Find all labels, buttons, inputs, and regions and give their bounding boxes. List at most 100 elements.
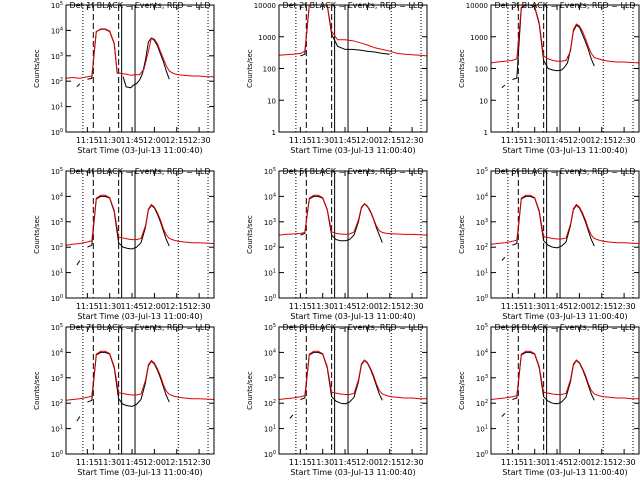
- y-tick-label: 105: [51, 323, 63, 332]
- y-tick-label: 102: [264, 399, 276, 408]
- y-axis-label: Counts/sec: [458, 215, 466, 254]
- y-axis-label: Counts/sec: [33, 215, 41, 254]
- y-tick-label: 103: [264, 218, 276, 227]
- x-tick-label: 11:30: [523, 302, 546, 311]
- y-tick-label: 101: [51, 269, 63, 278]
- x-tick-label: 11:45: [546, 136, 569, 145]
- x-tick-label: 11:45: [121, 458, 144, 467]
- y-tick-label: 104: [51, 348, 63, 357]
- y-tick-label: 101: [476, 269, 488, 278]
- x-tick-label: 11:45: [546, 458, 569, 467]
- y-tick-label: 101: [476, 425, 488, 434]
- x-tick-label: 12:00: [143, 458, 166, 467]
- x-tick-label: 11:45: [121, 302, 144, 311]
- plot-frame: [65, 170, 215, 299]
- plot-frame: [278, 4, 428, 133]
- plot-frame: [278, 170, 428, 299]
- plot-frame: [278, 326, 428, 455]
- x-tick-label: 11:15: [501, 302, 524, 311]
- y-tick-label: 105: [476, 167, 488, 176]
- x-tick-label: 12:15: [378, 136, 401, 145]
- plot-frame: [65, 4, 215, 133]
- y-tick-label: 104: [264, 192, 276, 201]
- y-tick-label: 105: [51, 167, 63, 176]
- events-line: [76, 195, 170, 266]
- x-tick-label: 12:00: [568, 136, 591, 145]
- y-tick-label: 100: [263, 66, 276, 74]
- x-tick-label: 12:00: [143, 302, 166, 311]
- x-axis-label: Start Time (03-Jul-13 11:00:40): [502, 146, 627, 155]
- events-line: [501, 351, 595, 417]
- x-tick-label: 12:00: [568, 302, 591, 311]
- x-tick-label: 11:15: [289, 136, 312, 145]
- lld-line: [491, 350, 639, 400]
- panel-title: Det 6f BLACK = Events, RED = LLD: [494, 167, 635, 176]
- lld-line: [491, 5, 639, 64]
- x-tick-label: 12:30: [401, 458, 424, 467]
- y-tick-label: 100: [51, 450, 63, 459]
- y-tick-label: 10: [267, 97, 276, 105]
- y-tick-label: 105: [264, 167, 276, 176]
- x-tick-label: 11:30: [311, 458, 334, 467]
- x-tick-label: 11:15: [289, 302, 312, 311]
- x-tick-label: 12:30: [401, 136, 424, 145]
- plot-frame: [65, 326, 215, 455]
- panel-title: Det 5f BLACK = Events, RED = LLD: [282, 167, 423, 176]
- x-axis-label: Start Time (03-Jul-13 11:00:40): [77, 468, 202, 477]
- y-tick-label: 102: [476, 399, 488, 408]
- x-tick-label: 12:30: [188, 136, 211, 145]
- events-line: [76, 28, 170, 89]
- x-tick-label: 12:15: [590, 302, 613, 311]
- y-tick-label: 102: [51, 399, 63, 408]
- y-tick-label: 1000: [470, 34, 488, 42]
- y-tick-label: 103: [51, 374, 63, 383]
- lld-line: [66, 194, 214, 246]
- x-tick-label: 12:00: [356, 136, 379, 145]
- x-tick-label: 12:15: [165, 136, 188, 145]
- x-tick-label: 11:30: [98, 136, 121, 145]
- panel-det-9f: 11:15 11:30 11:45 12:00 12:15 12:30 100 101 102 1…: [458, 323, 640, 477]
- x-tick-label: 11:45: [334, 136, 357, 145]
- x-tick-label: 12:30: [188, 458, 211, 467]
- y-tick-label: 102: [264, 243, 276, 252]
- y-axis-label: Counts/sec: [458, 371, 466, 410]
- x-tick-label: 11:15: [76, 302, 99, 311]
- x-axis-label: Start Time (03-Jul-13 11:00:40): [290, 468, 415, 477]
- panel-title: Det 3f BLACK = Events, RED = LLD: [494, 1, 635, 10]
- y-tick-label: 100: [476, 294, 488, 303]
- lld-line: [279, 194, 427, 236]
- x-tick-label: 11:30: [311, 302, 334, 311]
- x-tick-label: 11:45: [334, 302, 357, 311]
- x-tick-label: 12:15: [590, 458, 613, 467]
- y-tick-label: 100: [51, 128, 63, 137]
- y-tick-label: 100: [51, 294, 63, 303]
- y-tick-label: 105: [476, 323, 488, 332]
- panel-title: Det 1f BLACK = Events, RED = LLD: [69, 1, 210, 10]
- lld-line: [279, 350, 427, 400]
- y-tick-label: 1: [484, 129, 488, 137]
- y-tick-label: 100: [264, 450, 276, 459]
- y-axis-label: Counts/sec: [246, 215, 254, 254]
- x-tick-label: 12:00: [568, 458, 591, 467]
- x-tick-label: 11:30: [523, 136, 546, 145]
- x-tick-label: 12:15: [165, 458, 188, 467]
- y-tick-label: 1: [272, 129, 276, 137]
- y-tick-label: 10: [479, 97, 488, 105]
- y-tick-label: 100: [476, 450, 488, 459]
- x-tick-label: 12:30: [613, 458, 636, 467]
- panel-det-3f: 11:15 11:30 11:45 12:00 12:15 12:30 1 10 100 1000…: [458, 1, 640, 155]
- events-line: [76, 351, 170, 422]
- x-axis-label: Start Time (03-Jul-13 11:00:40): [502, 312, 627, 321]
- panel-det-2f: 11:15 11:30 11:45 12:00 12:15 12:30 1 10 100 1000…: [246, 1, 428, 155]
- y-tick-label: 103: [476, 374, 488, 383]
- panel-det-5f: 11:15 11:30 11:45 12:00 12:15 12:30 100 101 102 1…: [246, 167, 428, 321]
- lld-line: [279, 5, 427, 57]
- y-tick-label: 103: [51, 52, 63, 61]
- x-tick-label: 12:30: [613, 302, 636, 311]
- y-tick-label: 105: [264, 323, 276, 332]
- y-tick-label: 103: [264, 374, 276, 383]
- y-tick-label: 101: [264, 425, 276, 434]
- x-tick-label: 11:15: [76, 458, 99, 467]
- panel-title: Det 7f BLACK = Events, RED = LLD: [69, 323, 210, 332]
